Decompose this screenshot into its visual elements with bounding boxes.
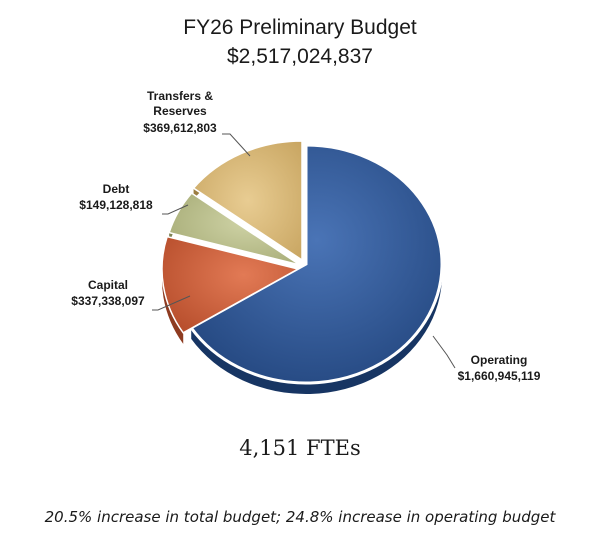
value-operating: $1,660,945,119 bbox=[458, 369, 541, 383]
pie-slice-capital bbox=[161, 235, 301, 334]
value-debt: $149,128,818 bbox=[79, 198, 153, 212]
chart-subtitle: $2,517,024,837 bbox=[227, 45, 373, 68]
leader-transfers-reserves bbox=[222, 133, 251, 157]
budget-pie-chart: Operating $1,660,945,119 Capital $337,338,0… bbox=[71, 89, 541, 394]
value-capital: $337,338,097 bbox=[71, 294, 145, 308]
label-operating: Operating bbox=[471, 353, 528, 367]
chart-title: FY26 Preliminary Budget bbox=[183, 16, 417, 39]
leader-debt bbox=[162, 204, 189, 215]
pie-slice-debt bbox=[168, 192, 301, 266]
footnote: 20.5% increase in total budget; 24.8% in… bbox=[44, 508, 556, 526]
label-capital: Capital bbox=[88, 278, 128, 292]
pie-slice-capital-side bbox=[162, 236, 184, 344]
value-transfers-reserves: $369,612,803 bbox=[143, 121, 217, 135]
leader-capital bbox=[152, 295, 191, 311]
fte-count: 4,151 FTEs bbox=[239, 436, 361, 460]
pie-slice-transfers-reserves bbox=[192, 140, 303, 262]
pie-slice-operating bbox=[189, 143, 444, 385]
label-transfers-reserves-line1: Transfers & bbox=[147, 89, 213, 103]
label-transfers-reserves-line2: Reserves bbox=[153, 104, 207, 118]
label-debt: Debt bbox=[103, 182, 130, 196]
leader-operating bbox=[432, 335, 456, 369]
